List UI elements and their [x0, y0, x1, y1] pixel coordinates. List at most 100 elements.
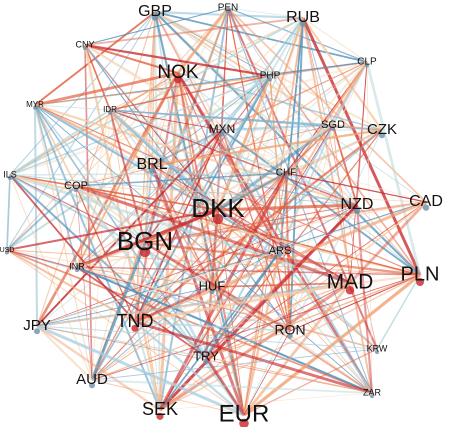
edge: [9, 173, 351, 285]
edge: [91, 379, 245, 416]
edge: [34, 75, 271, 106]
node-label: CLP: [357, 57, 377, 68]
edge: [134, 321, 291, 332]
edge: [36, 325, 378, 350]
edge: [6, 185, 77, 251]
edge: [285, 172, 358, 206]
node-dot: [209, 288, 215, 295]
node-dot: [151, 14, 159, 21]
node-label: GBP: [138, 3, 172, 20]
node-dot: [330, 126, 336, 132]
node-label: ZAR: [363, 387, 382, 397]
edge: [6, 249, 213, 288]
edge: [9, 174, 358, 206]
edge: [6, 249, 373, 394]
nodes: GBP PEN RUB CNY CLP NOK PHP MYR IDR MXN SGD CZK BRL C…: [0, 3, 443, 427]
edge: [36, 109, 111, 327]
node-dot: [174, 75, 182, 84]
node-label: DKK: [191, 193, 245, 223]
node-dot: [239, 418, 249, 427]
edge: [143, 242, 208, 358]
edge: [144, 164, 153, 244]
edge: [91, 164, 153, 381]
node-label: CHF: [276, 168, 297, 179]
edge: [134, 209, 219, 323]
edge: [144, 123, 334, 245]
node-dot: [75, 268, 79, 273]
edge: [6, 249, 245, 416]
node-label: BGN: [117, 226, 173, 256]
edge: [6, 7, 229, 251]
edge: [76, 208, 219, 269]
node-label: MAD: [327, 271, 374, 294]
edge: [34, 104, 111, 111]
edge: [279, 250, 373, 394]
edge: [6, 249, 291, 332]
edge: [217, 209, 281, 252]
edge: [109, 109, 161, 411]
node-label: IDR: [103, 105, 117, 114]
node-dot: [226, 9, 230, 14]
node-dot: [345, 286, 355, 295]
node-label: TND: [117, 311, 154, 331]
node-label: SEK: [142, 399, 178, 419]
node-label: BRL: [136, 156, 167, 173]
node-label: CAD: [409, 193, 443, 210]
node-dot: [365, 63, 369, 68]
edge: [289, 204, 358, 332]
node-label: KRW: [367, 343, 388, 353]
edge: [227, 7, 358, 206]
edge: [76, 241, 146, 269]
edge: [36, 129, 223, 327]
edge: [109, 109, 383, 131]
edge: [36, 324, 245, 417]
node-label: ILS: [3, 169, 17, 179]
node-label: CNY: [75, 39, 94, 49]
node-dot: [268, 77, 272, 82]
edge: [84, 7, 229, 46]
node-label: COP: [64, 180, 88, 192]
node-dot: [375, 350, 379, 355]
edge: [289, 124, 334, 332]
node-dot: [284, 174, 288, 179]
node-label: PEN: [218, 3, 239, 14]
edge: [279, 17, 304, 252]
edge: [144, 241, 421, 277]
edge: [36, 325, 161, 411]
edge: [365, 61, 422, 276]
edge: [159, 201, 427, 411]
edge: [205, 201, 427, 358]
node-dot: [33, 105, 37, 110]
node-dot: [139, 246, 151, 258]
edge: [216, 75, 272, 211]
node-label: TRY: [193, 348, 219, 363]
node-label: RUB: [286, 9, 320, 26]
edge: [217, 172, 287, 211]
edge: [34, 104, 38, 327]
edge: [76, 75, 271, 268]
edge: [36, 325, 207, 358]
node-label: MXN: [209, 122, 236, 136]
edge: [356, 204, 421, 276]
edge: [159, 7, 229, 411]
edge: [134, 200, 427, 324]
edge: [109, 109, 153, 166]
edge: [76, 265, 378, 351]
node-label: RON: [274, 322, 305, 338]
edge: [134, 285, 213, 324]
edge: [109, 109, 213, 288]
edge: [242, 282, 352, 416]
edge: [205, 330, 291, 358]
node-label: SGD: [321, 119, 345, 131]
edge: [302, 17, 368, 63]
edge: [6, 174, 11, 251]
node-label: PHP: [260, 71, 281, 82]
edge: [109, 109, 146, 244]
edge: [134, 281, 351, 324]
node-label: EUR: [219, 400, 270, 427]
node-dot: [203, 358, 209, 365]
edge: [243, 348, 378, 416]
edge: [84, 43, 271, 78]
node-label: ARS: [269, 245, 292, 257]
